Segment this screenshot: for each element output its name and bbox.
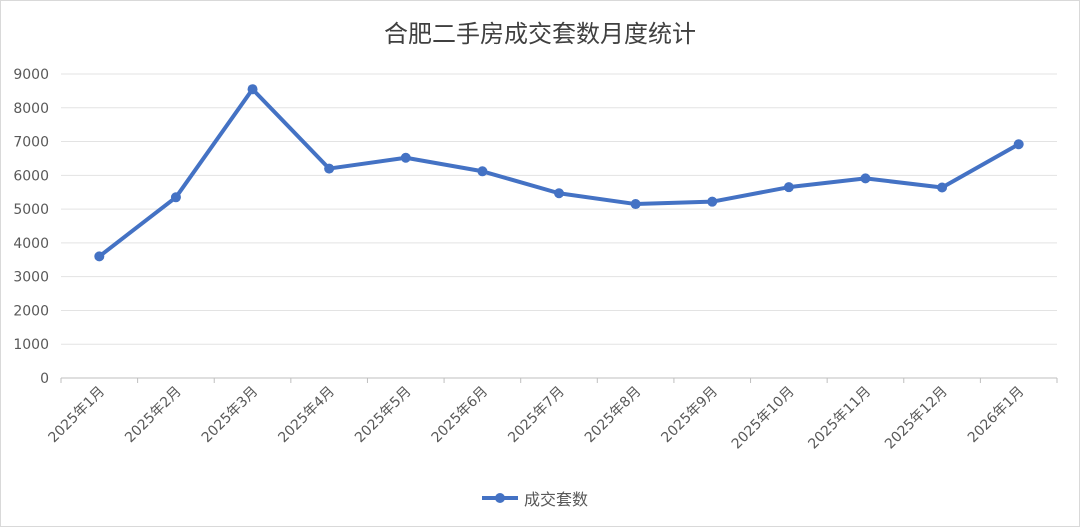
x-tick-label: 2025年5月	[352, 384, 415, 447]
legend-marker	[480, 486, 520, 510]
y-tick-label: 1000	[13, 337, 49, 353]
x-tick-label: 2025年1月	[46, 384, 109, 447]
x-tick-label: 2025年3月	[199, 384, 262, 447]
y-tick-label: 3000	[13, 270, 49, 286]
x-tick-label: 2025年11月	[805, 384, 874, 453]
y-tick-label: 2000	[13, 303, 49, 319]
x-tick-label: 2025年2月	[122, 384, 185, 447]
data-point	[707, 196, 718, 207]
series-line	[97, 87, 1021, 259]
data-point	[477, 166, 488, 177]
y-tick-label: 9000	[13, 67, 49, 83]
x-tick-label: 2025年6月	[429, 384, 492, 447]
legend: 成交套数	[480, 486, 588, 510]
data-point	[937, 182, 948, 193]
x-tick-label: 2025年4月	[275, 384, 338, 447]
x-tick-label: 2025年7月	[505, 384, 568, 447]
data-point	[324, 163, 335, 174]
y-tick-label: 6000	[13, 168, 49, 184]
y-tick-label: 0	[40, 371, 49, 387]
y-tick-label: 8000	[13, 101, 49, 117]
data-point	[860, 173, 871, 184]
y-tick-label: 5000	[13, 202, 49, 218]
chart-title: 合肥二手房成交套数月度统计	[384, 20, 696, 48]
x-tick-label: 2025年9月	[658, 384, 721, 447]
y-tick-label: 4000	[13, 236, 49, 252]
data-point	[400, 152, 411, 163]
data-point	[554, 188, 564, 199]
data-point	[783, 182, 794, 193]
data-point	[94, 251, 105, 262]
data-point	[170, 192, 181, 203]
data-point	[247, 84, 258, 95]
y-tick-label: 7000	[13, 135, 49, 151]
x-tick-label: 2025年10月	[729, 384, 798, 453]
data-point	[1013, 139, 1024, 150]
legend-label: 成交套数	[524, 490, 589, 509]
x-tick-label: 2026年1月	[965, 384, 1028, 447]
data-point	[630, 199, 641, 210]
x-tick-label: 2025年8月	[582, 384, 645, 447]
x-tick-label: 2025年12月	[882, 384, 951, 453]
